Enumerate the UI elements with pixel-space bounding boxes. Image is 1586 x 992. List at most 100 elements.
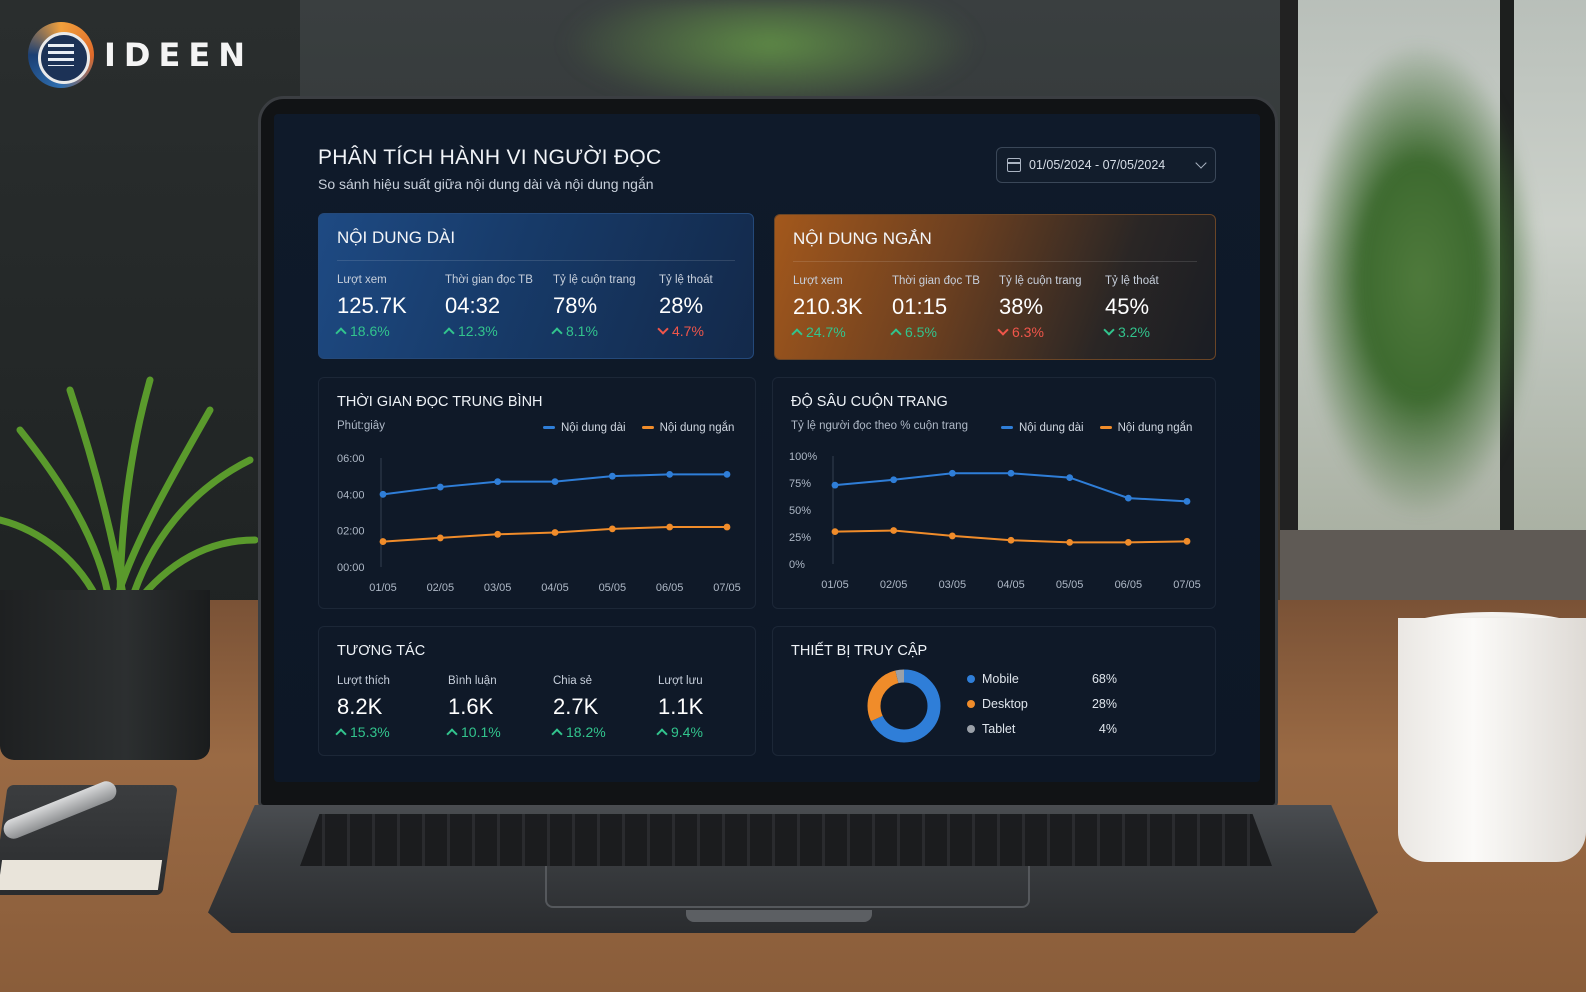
data-point — [1124, 494, 1132, 502]
y-tick-label: 25% — [789, 532, 811, 544]
metric-change: 9.4% — [656, 724, 768, 740]
background-plant — [1300, 40, 1540, 520]
y-tick-label: 75% — [789, 478, 811, 490]
logo-globe-icon — [28, 22, 94, 88]
arrow-down-icon — [657, 323, 669, 335]
device-name: Mobile — [982, 672, 1019, 686]
background-plant — [560, 0, 980, 110]
x-tick-label: 05/05 — [599, 582, 627, 594]
page-subtitle: So sánh hiệu suất giữa nội dung dài và n… — [318, 176, 654, 192]
metric-change: 8.1% — [551, 323, 663, 339]
window-frame — [1280, 0, 1298, 560]
device-pct: 4% — [1098, 722, 1117, 736]
engagement-panel: TƯƠNG TÁC Lượt thích 8.2K 15.3% Bình luậ… — [318, 626, 756, 756]
legend-item-short: Nội dung ngắn — [641, 422, 734, 434]
x-tick-label: 04/05 — [997, 579, 1025, 591]
metric-views: Lượt xem 125.7K 18.6% — [335, 274, 447, 339]
metric-change-value: 18.2% — [566, 724, 606, 740]
scroll-depth-panel: ĐỘ SÂU CUỘN TRANG Tỷ lệ người đọc theo %… — [772, 377, 1216, 609]
data-point — [723, 523, 731, 531]
x-tick-label: 03/05 — [484, 582, 512, 594]
y-tick-label: 0% — [789, 559, 805, 571]
panel-subtitle: Phút:giây — [337, 420, 385, 432]
metric-value: 2.7K — [553, 694, 599, 719]
metric-label: Bình luận — [448, 675, 497, 687]
card-title: NỘI DUNG NGẮN — [793, 229, 932, 248]
chevron-down-icon — [1195, 157, 1207, 169]
metric-value: 28% — [659, 293, 704, 318]
panel-title: TƯƠNG TÁC — [337, 643, 426, 659]
data-point — [948, 469, 956, 477]
arrow-up-icon — [551, 327, 563, 339]
metric-views: Lượt xem 210.3K 24.7% — [791, 275, 903, 340]
arrow-down-icon — [997, 324, 1009, 336]
metric-change: 6.3% — [997, 324, 1109, 340]
donut-slice — [867, 669, 941, 743]
metric-bounce-rate: Tỷ lệ thoát 45% 3.2% — [1103, 275, 1215, 340]
data-point — [1007, 536, 1015, 544]
metric-value: 125.7K — [337, 293, 407, 318]
metric-scroll-rate: Tỷ lệ cuộn trang 38% 6.3% — [997, 275, 1109, 340]
reading-time-panel: THỜI GIAN ĐỌC TRUNG BÌNH Phút:giây Nội d… — [318, 377, 756, 609]
metric-change: 3.2% — [1103, 324, 1215, 340]
metric-comments: Bình luận 1.6K 10.1% — [446, 675, 558, 740]
data-point — [436, 483, 444, 491]
data-point — [666, 470, 674, 478]
chart-legend: Nội dung dài Nội dung ngắn — [1001, 422, 1192, 434]
data-point — [831, 481, 839, 489]
data-point — [890, 527, 898, 534]
arrow-up-icon — [443, 327, 455, 339]
metric-saves: Lượt lưu 1.1K 9.4% — [656, 675, 768, 740]
device-pct: 28% — [1091, 697, 1117, 711]
metric-change: 15.3% — [335, 724, 447, 740]
metric-value: 04:32 — [445, 293, 501, 318]
x-tick-label: 06/05 — [656, 582, 684, 594]
date-range-picker[interactable]: 01/05/2024 - 07/05/2024 — [996, 147, 1216, 183]
y-tick-label: 04:00 — [337, 489, 365, 501]
metric-value: 210.3K — [793, 294, 863, 319]
metric-label: Tỷ lệ cuộn trang — [553, 274, 636, 286]
arrow-up-icon — [551, 728, 563, 740]
device-name: Tablet — [982, 722, 1016, 736]
arrow-up-icon — [656, 728, 668, 740]
metric-change-value: 12.3% — [458, 323, 498, 339]
metric-value: 1.1K — [658, 694, 704, 719]
device-donut-chart — [863, 665, 945, 747]
metric-read-time: Thời gian đọc TB 01:15 6.5% — [890, 275, 1002, 340]
data-point — [1066, 539, 1074, 546]
device-row-desktop: Desktop 28% — [967, 697, 1117, 711]
y-tick-label: 50% — [789, 505, 811, 517]
metric-shares: Chia sẻ 2.7K 18.2% — [551, 675, 663, 740]
x-tick-label: 02/05 — [427, 582, 455, 594]
legend-item-long: Nội dung dài — [1001, 422, 1084, 434]
metric-value: 38% — [999, 294, 1044, 319]
data-point — [436, 534, 444, 542]
plant-pot — [0, 590, 210, 760]
y-tick-label: 06:00 — [337, 453, 365, 465]
reading-time-line-chart: 06:00 04:00 02:00 00:00 01/05 02/05 03/05 04/05… — [337, 453, 741, 594]
x-tick-label: 06/05 — [1115, 579, 1143, 591]
data-point — [379, 490, 387, 498]
metric-label: Lượt xem — [793, 275, 843, 287]
data-point — [379, 538, 387, 545]
legend-item-short: Nội dung ngắn — [1099, 422, 1192, 434]
arrow-up-icon — [890, 328, 902, 340]
metric-change: 12.3% — [443, 323, 555, 339]
metric-read-time: Thời gian đọc TB 04:32 12.3% — [443, 274, 555, 339]
notebook-pages — [0, 860, 163, 890]
metric-change: 10.1% — [446, 724, 558, 740]
panel-title: ĐỘ SÂU CUỘN TRANG — [791, 394, 948, 410]
legend-item-long: Nội dung dài — [543, 422, 626, 434]
metric-label: Tỷ lệ thoát — [1105, 275, 1159, 287]
calendar-icon — [1007, 158, 1021, 172]
dashboard-screen: PHÂN TÍCH HÀNH VI NGƯỜI ĐỌC So sánh hiệu… — [274, 114, 1260, 782]
card-title: NỘI DUNG DÀI — [337, 228, 456, 247]
device-row-tablet: Tablet 4% — [967, 722, 1117, 736]
x-tick-label: 07/05 — [1173, 579, 1201, 591]
metric-change-value: 4.7% — [672, 323, 704, 339]
x-tick-label: 01/05 — [821, 579, 849, 591]
y-tick-label: 100% — [789, 451, 817, 463]
data-point — [1066, 474, 1074, 481]
data-point — [608, 525, 616, 533]
arrow-up-icon — [335, 728, 347, 740]
